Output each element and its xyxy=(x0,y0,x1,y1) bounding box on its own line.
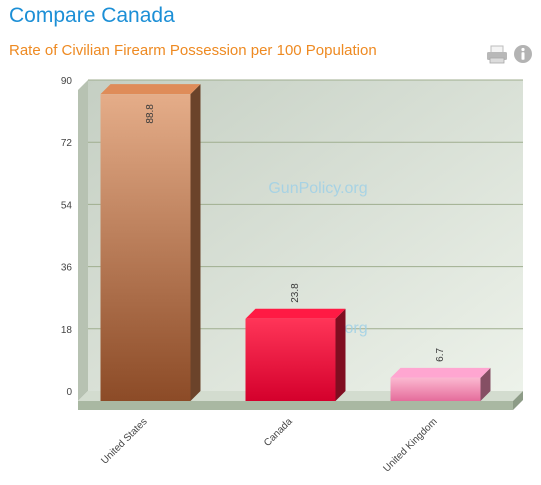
y-tick-label: 18 xyxy=(61,325,73,336)
x-tick-label: Canada xyxy=(262,416,295,449)
y-tick-label: 36 xyxy=(61,263,73,274)
bar-side xyxy=(190,84,201,401)
bar-side xyxy=(335,308,346,401)
y-tick-label: 72 xyxy=(61,138,73,149)
y-tick-label: 90 xyxy=(61,76,73,87)
y-tick-label: 0 xyxy=(66,387,72,398)
bar-top xyxy=(100,84,201,95)
x-tick-label: United Kingdom xyxy=(382,416,440,474)
page-title: Compare Canada xyxy=(9,4,175,27)
bar-value-label: 6.7 xyxy=(435,348,446,362)
bar xyxy=(100,94,191,401)
plot-floor-side xyxy=(513,391,523,410)
toolbar xyxy=(485,44,537,66)
info-icon[interactable] xyxy=(513,44,533,64)
bar-top xyxy=(245,308,346,319)
bar-value-label: 88.8 xyxy=(145,104,156,124)
bar-group: 6.7 xyxy=(390,348,491,401)
y-tick-label: 54 xyxy=(61,200,73,211)
bar-group: 88.8 xyxy=(100,84,201,401)
chart-subtitle: Rate of Civilian Firearm Possession per … xyxy=(9,42,377,59)
bar xyxy=(245,318,336,401)
x-tick-label: United States xyxy=(99,416,149,466)
bar-group: 23.8 xyxy=(245,283,346,401)
plot-side-wall xyxy=(78,80,88,401)
bar-value-label: 23.8 xyxy=(290,283,301,303)
watermark-text: GunPolicy.org xyxy=(268,180,367,197)
bar-top xyxy=(390,367,491,378)
bar xyxy=(390,377,481,401)
bar-side xyxy=(480,367,491,401)
print-icon[interactable] xyxy=(485,44,509,64)
plot-floor-front xyxy=(78,401,513,410)
